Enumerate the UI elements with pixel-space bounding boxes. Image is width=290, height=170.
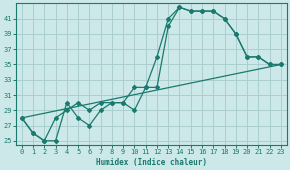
X-axis label: Humidex (Indice chaleur): Humidex (Indice chaleur) — [96, 158, 207, 167]
